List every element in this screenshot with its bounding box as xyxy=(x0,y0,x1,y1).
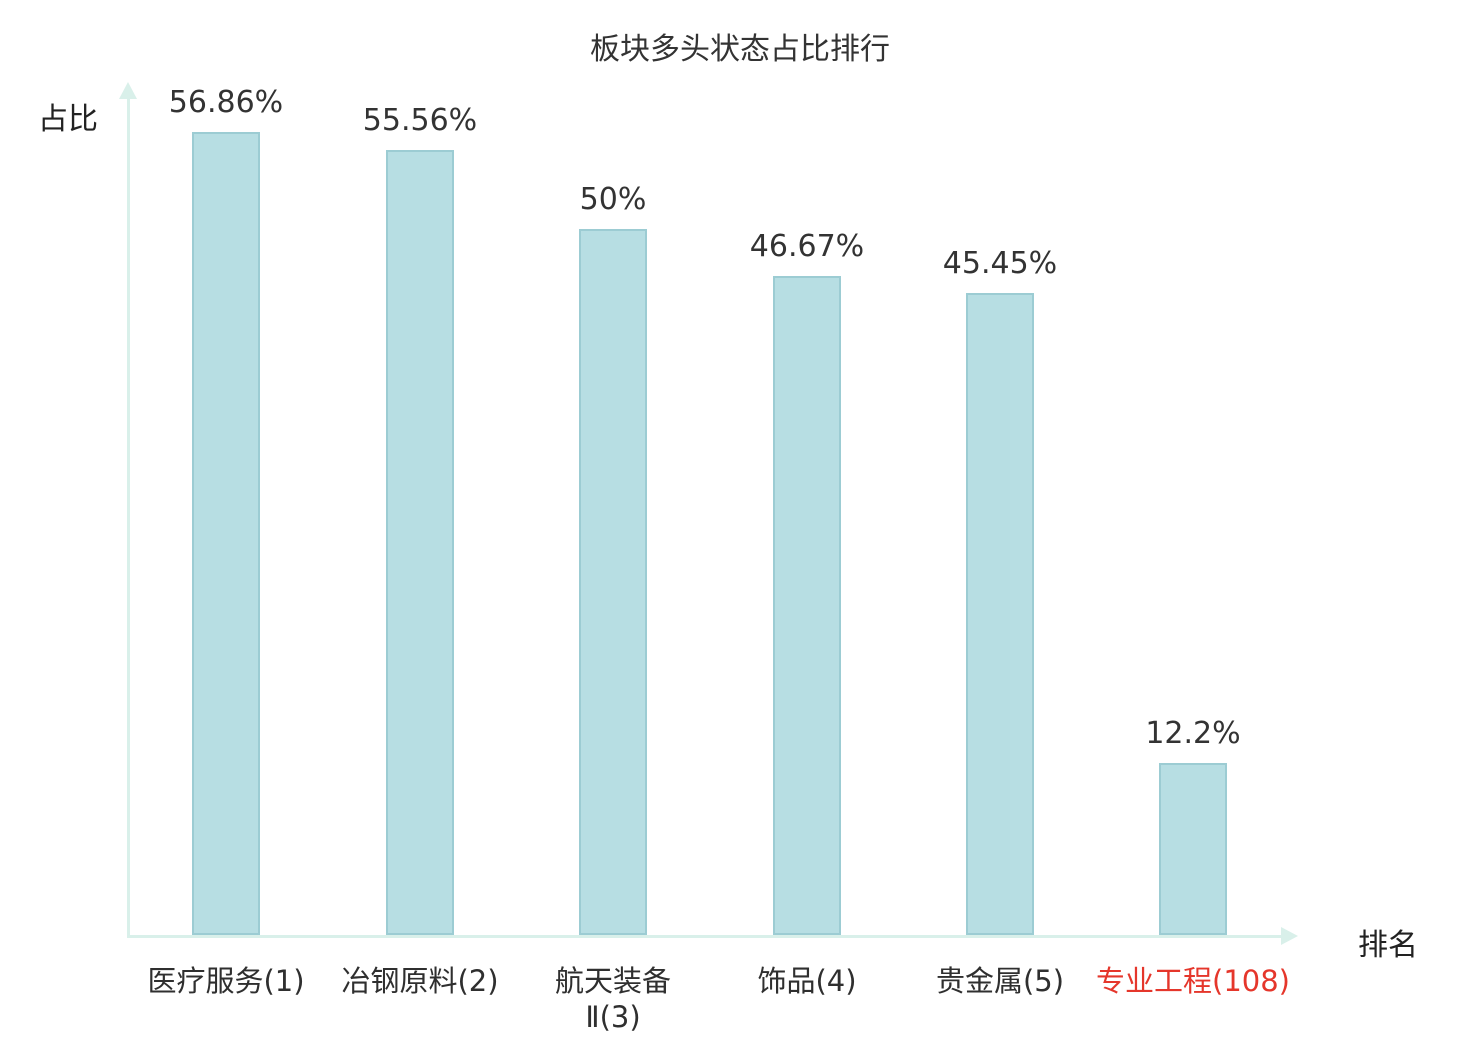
bar-group-2: 55.56% xyxy=(340,103,500,935)
bar-value-label: 55.56% xyxy=(362,103,478,138)
bar xyxy=(773,276,841,935)
bar-group-5: 45.45% xyxy=(920,246,1080,935)
chart-title: 板块多头状态占比排行 xyxy=(590,32,890,67)
bar xyxy=(192,132,260,935)
bar-value-label: 46.67% xyxy=(749,229,865,264)
bar xyxy=(386,150,454,935)
x-axis-label: 排名 xyxy=(1358,928,1418,963)
category-label-1: 医疗服务(1) xyxy=(147,964,305,998)
y-axis-arrow-icon xyxy=(119,82,137,99)
bar-value-label: 12.2% xyxy=(1145,716,1241,751)
category-label-5: 贵金属(5) xyxy=(935,964,1065,998)
bar-group-4: 46.67% xyxy=(727,229,887,935)
bar xyxy=(579,229,647,935)
bar-group-6: 12.2% xyxy=(1113,716,1273,935)
category-label-3: 航天装备 Ⅱ(3) xyxy=(554,964,671,1035)
x-axis-arrow-icon xyxy=(1281,927,1298,945)
bar xyxy=(966,293,1034,935)
bar-group-3: 50% xyxy=(533,182,693,935)
y-axis-line xyxy=(127,97,130,938)
category-label-4: 饰品(4) xyxy=(757,964,857,998)
bar-value-label: 45.45% xyxy=(942,246,1058,281)
bar-value-label: 50% xyxy=(579,182,647,217)
category-label-6-highlighted: 专业工程(108) xyxy=(1096,964,1290,998)
bar xyxy=(1159,763,1227,935)
bar-value-label: 56.86% xyxy=(168,85,284,120)
bar-group-1: 56.86% xyxy=(146,85,306,935)
y-axis-label: 占比 xyxy=(38,102,98,137)
category-label-2: 冶钢原料(2) xyxy=(341,964,499,998)
x-axis-line xyxy=(127,935,1283,938)
